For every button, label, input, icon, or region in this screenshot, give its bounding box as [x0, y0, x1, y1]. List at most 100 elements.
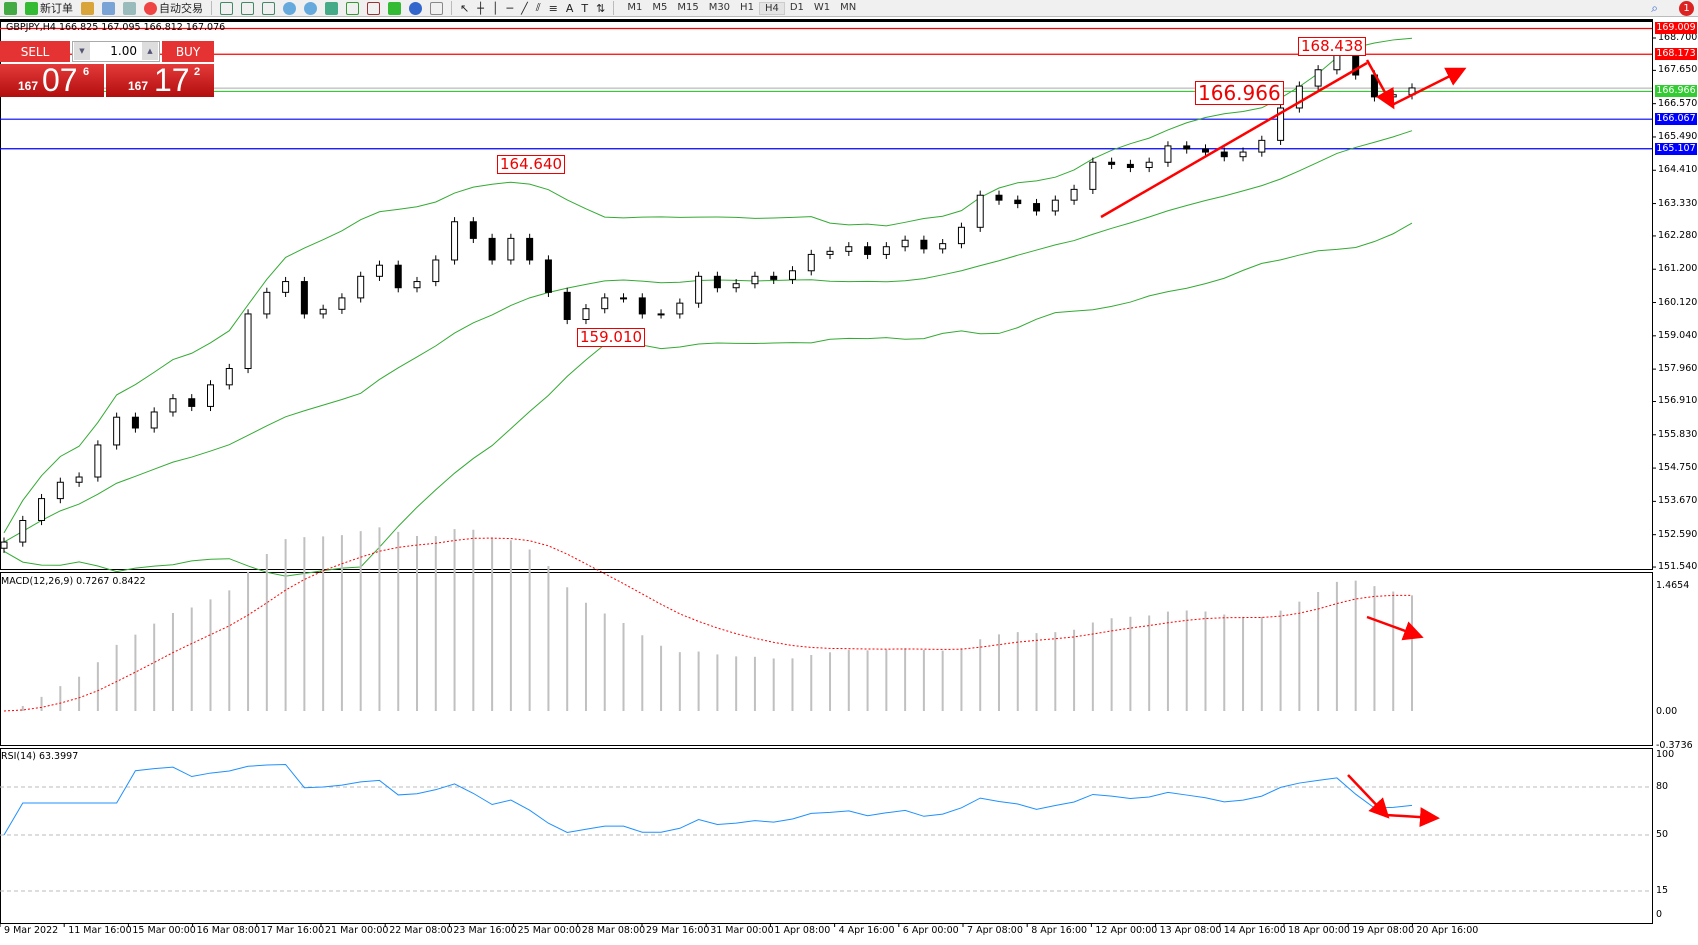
price-tag: 166.067: [1655, 113, 1697, 126]
candle-body: [882, 246, 890, 255]
indicators-icon[interactable]: [388, 1, 401, 15]
notification-badge[interactable]: 1: [1679, 1, 1694, 16]
zoom-in-icon[interactable]: [283, 1, 296, 15]
candle-body: [207, 384, 215, 407]
templates-icon[interactable]: [430, 1, 443, 15]
price-tick-label: 163.330: [1658, 197, 1698, 209]
horizontal-line-icon[interactable]: ─: [506, 1, 514, 15]
trend-arrow: [1100, 61, 1368, 219]
search-icon[interactable]: ⌕: [1651, 0, 1658, 15]
bollinger-middle: [3, 130, 1413, 543]
candle-body: [1389, 94, 1397, 98]
candle-body: [225, 367, 233, 386]
lot-size-input[interactable]: 1.00: [72, 41, 160, 62]
equidistant-channel-icon[interactable]: ⫽: [535, 1, 541, 14]
periods-icon[interactable]: [409, 1, 422, 15]
candle-body: [826, 250, 834, 255]
candle-body: [582, 308, 590, 320]
buy-price-prefix: 167: [128, 79, 149, 93]
price-tick-label: 167.650: [1658, 64, 1698, 76]
candle-body: [300, 281, 308, 315]
zoom-out-icon[interactable]: [304, 1, 317, 15]
rsi-line: [3, 763, 1413, 836]
timeframe-d1[interactable]: D1: [789, 1, 804, 13]
timeframe-m30[interactable]: M30: [708, 1, 731, 13]
price-tick-label: 164.410: [1658, 164, 1698, 176]
candle-body: [601, 297, 609, 310]
time-tick-label: 8 Apr 16:00: [1031, 925, 1088, 936]
lot-increase-button[interactable]: ▲: [142, 42, 158, 60]
macd-label: MACD(12,26,9) 0.7267 0.8422: [1, 576, 146, 587]
time-tick-label: 21 Mar 00:00: [325, 925, 389, 936]
lot-decrease-button[interactable]: ▼: [74, 42, 90, 60]
time-tick-label: 15 Mar 00:00: [132, 925, 196, 936]
time-tick-label: 14 Apr 16:00: [1223, 925, 1286, 936]
candle-body: [544, 259, 552, 293]
auto-trading-button[interactable]: 自动交易: [144, 0, 203, 16]
timeframe-h4[interactable]: H4: [758, 1, 785, 15]
auto-scroll-icon[interactable]: [346, 1, 359, 15]
text-label-icon[interactable]: T: [581, 1, 589, 15]
candle-body: [1239, 151, 1247, 158]
buy-price-pip: 2: [194, 66, 201, 78]
timeframe-m15[interactable]: M15: [677, 1, 699, 13]
candle-body: [319, 308, 327, 315]
macd-tick-label: -0.3736: [1656, 740, 1693, 751]
candle-body: [526, 237, 534, 261]
stop-icon: [144, 1, 157, 15]
sell-button[interactable]: SELL: [0, 41, 70, 62]
text-icon[interactable]: A: [565, 1, 574, 15]
candle-body: [1089, 161, 1097, 190]
cursor-icon[interactable]: ↖: [460, 1, 470, 15]
crosshair-icon[interactable]: ┼: [477, 1, 484, 15]
time-tick-label: 4 Apr 16:00: [838, 925, 895, 936]
annotation-low-159010: 159.010: [577, 328, 646, 347]
bar-chart-icon[interactable]: [220, 1, 233, 15]
candle-body: [19, 519, 27, 543]
tile-windows-icon[interactable]: [325, 1, 338, 15]
price-tick-label: 157.960: [1658, 363, 1698, 375]
rsi-tick-label: 15: [1656, 885, 1669, 896]
fibonacci-icon[interactable]: ≡: [548, 1, 558, 15]
timeframe-m1[interactable]: M1: [627, 1, 643, 13]
trendline-icon[interactable]: ╱: [521, 1, 528, 15]
line-chart-icon[interactable]: [262, 1, 275, 15]
candle-body: [1145, 161, 1153, 168]
time-tick-label: 1 Apr 08:00: [774, 925, 831, 936]
candle-body: [620, 297, 628, 300]
price-tick-label: 166.570: [1658, 97, 1698, 109]
main-pane-frame: [0, 19, 1653, 570]
candle-body: [56, 481, 64, 500]
price-tag: 168.173: [1655, 48, 1697, 61]
vertical-line-icon[interactable]: │: [491, 1, 499, 15]
candle-body: [131, 416, 139, 429]
buy-button[interactable]: BUY: [162, 41, 214, 62]
trend-arrow: [1391, 67, 1467, 107]
divider: [211, 1, 212, 15]
price-tick-label: 153.670: [1658, 495, 1698, 507]
candle-body: [394, 264, 402, 289]
timeframe-m5[interactable]: M5: [652, 1, 668, 13]
new-order-button[interactable]: 新订单: [25, 0, 73, 16]
chart-shift-icon[interactable]: [367, 1, 380, 15]
price-tick-label: 159.040: [1658, 329, 1698, 341]
trend-arrow: [1347, 774, 1390, 819]
plus-icon: [25, 1, 38, 15]
signals-icon[interactable]: [123, 1, 136, 15]
rsi-label: RSI(14) 63.3997: [1, 751, 79, 762]
timeframe-h1[interactable]: H1: [740, 1, 754, 13]
sell-price-box[interactable]: 167 07 6: [0, 62, 104, 98]
arrows-icon[interactable]: ⇅: [596, 1, 606, 15]
market-watch-icon[interactable]: [81, 1, 94, 15]
candlestick-icon[interactable]: [241, 1, 254, 15]
trend-arrow: [1366, 615, 1424, 641]
timeframe-mn[interactable]: MN: [840, 1, 857, 13]
macd-tick-label: 0.00: [1656, 706, 1678, 717]
time-tick-label: 16 Mar 08:00: [196, 925, 261, 936]
navigator-icon[interactable]: [102, 1, 115, 15]
buy-price-box[interactable]: 167 17 2: [106, 62, 214, 98]
search-icon[interactable]: [4, 1, 17, 15]
candle-body: [263, 291, 271, 315]
timeframe-w1[interactable]: W1: [813, 1, 831, 13]
